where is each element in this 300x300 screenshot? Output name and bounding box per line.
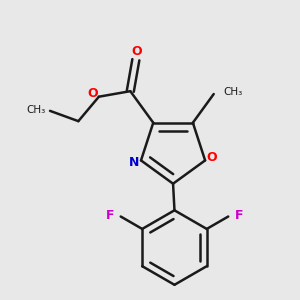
Text: F: F bbox=[106, 209, 114, 222]
Text: F: F bbox=[235, 209, 243, 222]
Text: N: N bbox=[129, 156, 139, 169]
Text: O: O bbox=[206, 151, 217, 164]
Text: CH₃: CH₃ bbox=[26, 105, 46, 115]
Text: CH₃: CH₃ bbox=[224, 87, 243, 97]
Text: O: O bbox=[132, 45, 142, 58]
Text: O: O bbox=[87, 87, 98, 101]
